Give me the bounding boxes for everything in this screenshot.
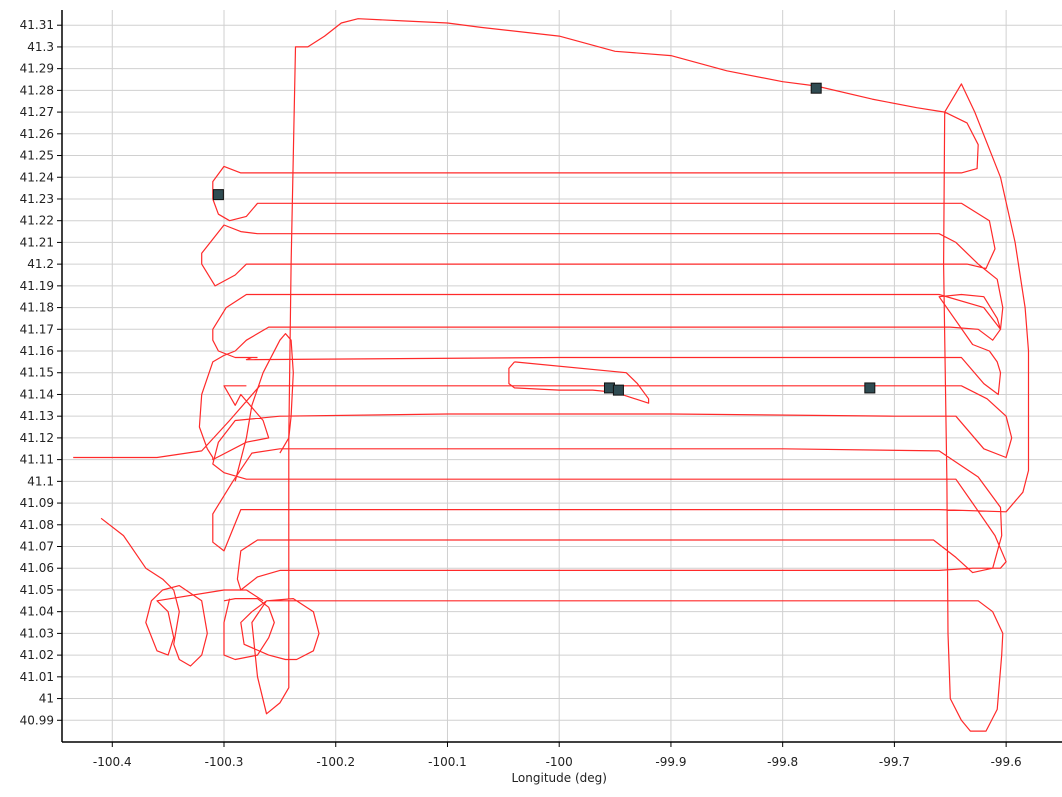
y-tick-label: 41.04 — [20, 605, 54, 619]
y-tick-label: 41.23 — [20, 192, 54, 206]
track-line — [508, 361, 650, 404]
x-tick-label: -100.4 — [93, 755, 132, 769]
grid-lines — [62, 10, 1062, 742]
x-tick-label: -99.7 — [879, 755, 910, 769]
x-tick-label: -100.3 — [205, 755, 244, 769]
y-tick-label: 41.15 — [20, 366, 54, 380]
y-tick-label: 41.31 — [20, 18, 54, 32]
x-tick-label: -100.2 — [316, 755, 355, 769]
y-tick-label: 41.11 — [20, 453, 54, 467]
x-tick-label: -100.1 — [428, 755, 467, 769]
x-tick-label: -99.6 — [991, 755, 1022, 769]
y-tick-label: 41.1 — [27, 474, 54, 488]
x-tick-label: -100 — [546, 755, 573, 769]
x-axis-label: Longitude (deg) — [511, 771, 606, 785]
y-tick-label: 41.17 — [20, 322, 54, 336]
y-tick-label: 41.08 — [20, 518, 54, 532]
y-tick-label: 41.29 — [20, 62, 54, 76]
y-tick-label: 41.18 — [20, 301, 54, 315]
y-tick-label: 41.03 — [20, 626, 54, 640]
track-line — [223, 597, 275, 661]
y-tick-label: 40.99 — [20, 713, 54, 727]
y-tick-label: 41.16 — [20, 344, 54, 358]
track-line — [212, 293, 1002, 396]
y-tick-label: 41.02 — [20, 648, 54, 662]
axes: -100.4 -100.3 -100.2 -100.1 -100 -99.9 -99.8 -9… — [20, 10, 1062, 769]
y-tick-label: 41.26 — [20, 127, 54, 141]
y-tick-label: 41.28 — [20, 83, 54, 97]
waypoint-marker — [612, 384, 624, 396]
y-tick-label: 41.06 — [20, 561, 54, 575]
track-line — [73, 18, 1030, 732]
waypoint-marker — [810, 82, 822, 94]
x-tick-label: -99.9 — [655, 755, 686, 769]
y-tick-label: 41.22 — [20, 214, 54, 228]
waypoint-marker — [212, 189, 224, 201]
track-line — [100, 517, 264, 667]
x-tick-label: -99.8 — [767, 755, 798, 769]
y-tick-label: 41.01 — [20, 670, 54, 684]
track-series — [73, 18, 1030, 732]
y-tick-label: 41.07 — [20, 540, 54, 554]
y-tick-label: 41.14 — [20, 387, 54, 401]
y-tick-label: 41.13 — [20, 409, 54, 423]
y-tick-label: 41 — [39, 692, 54, 706]
waypoint-marker — [864, 382, 876, 394]
y-tick-label: 41.27 — [20, 105, 54, 119]
y-tick-label: 41.09 — [20, 496, 54, 510]
y-tick-label: 41.12 — [20, 431, 54, 445]
track-line — [234, 333, 294, 482]
y-tick-label: 41.19 — [20, 279, 54, 293]
y-tick-label: 41.21 — [20, 235, 54, 249]
y-tick-label: 41.2 — [27, 257, 54, 271]
waypoint-markers — [212, 82, 876, 396]
y-tick-label: 41.05 — [20, 583, 54, 597]
y-tick-label: 41.3 — [27, 40, 54, 54]
y-tick-label: 41.24 — [20, 170, 54, 184]
y-tick-label: 41.25 — [20, 149, 54, 163]
